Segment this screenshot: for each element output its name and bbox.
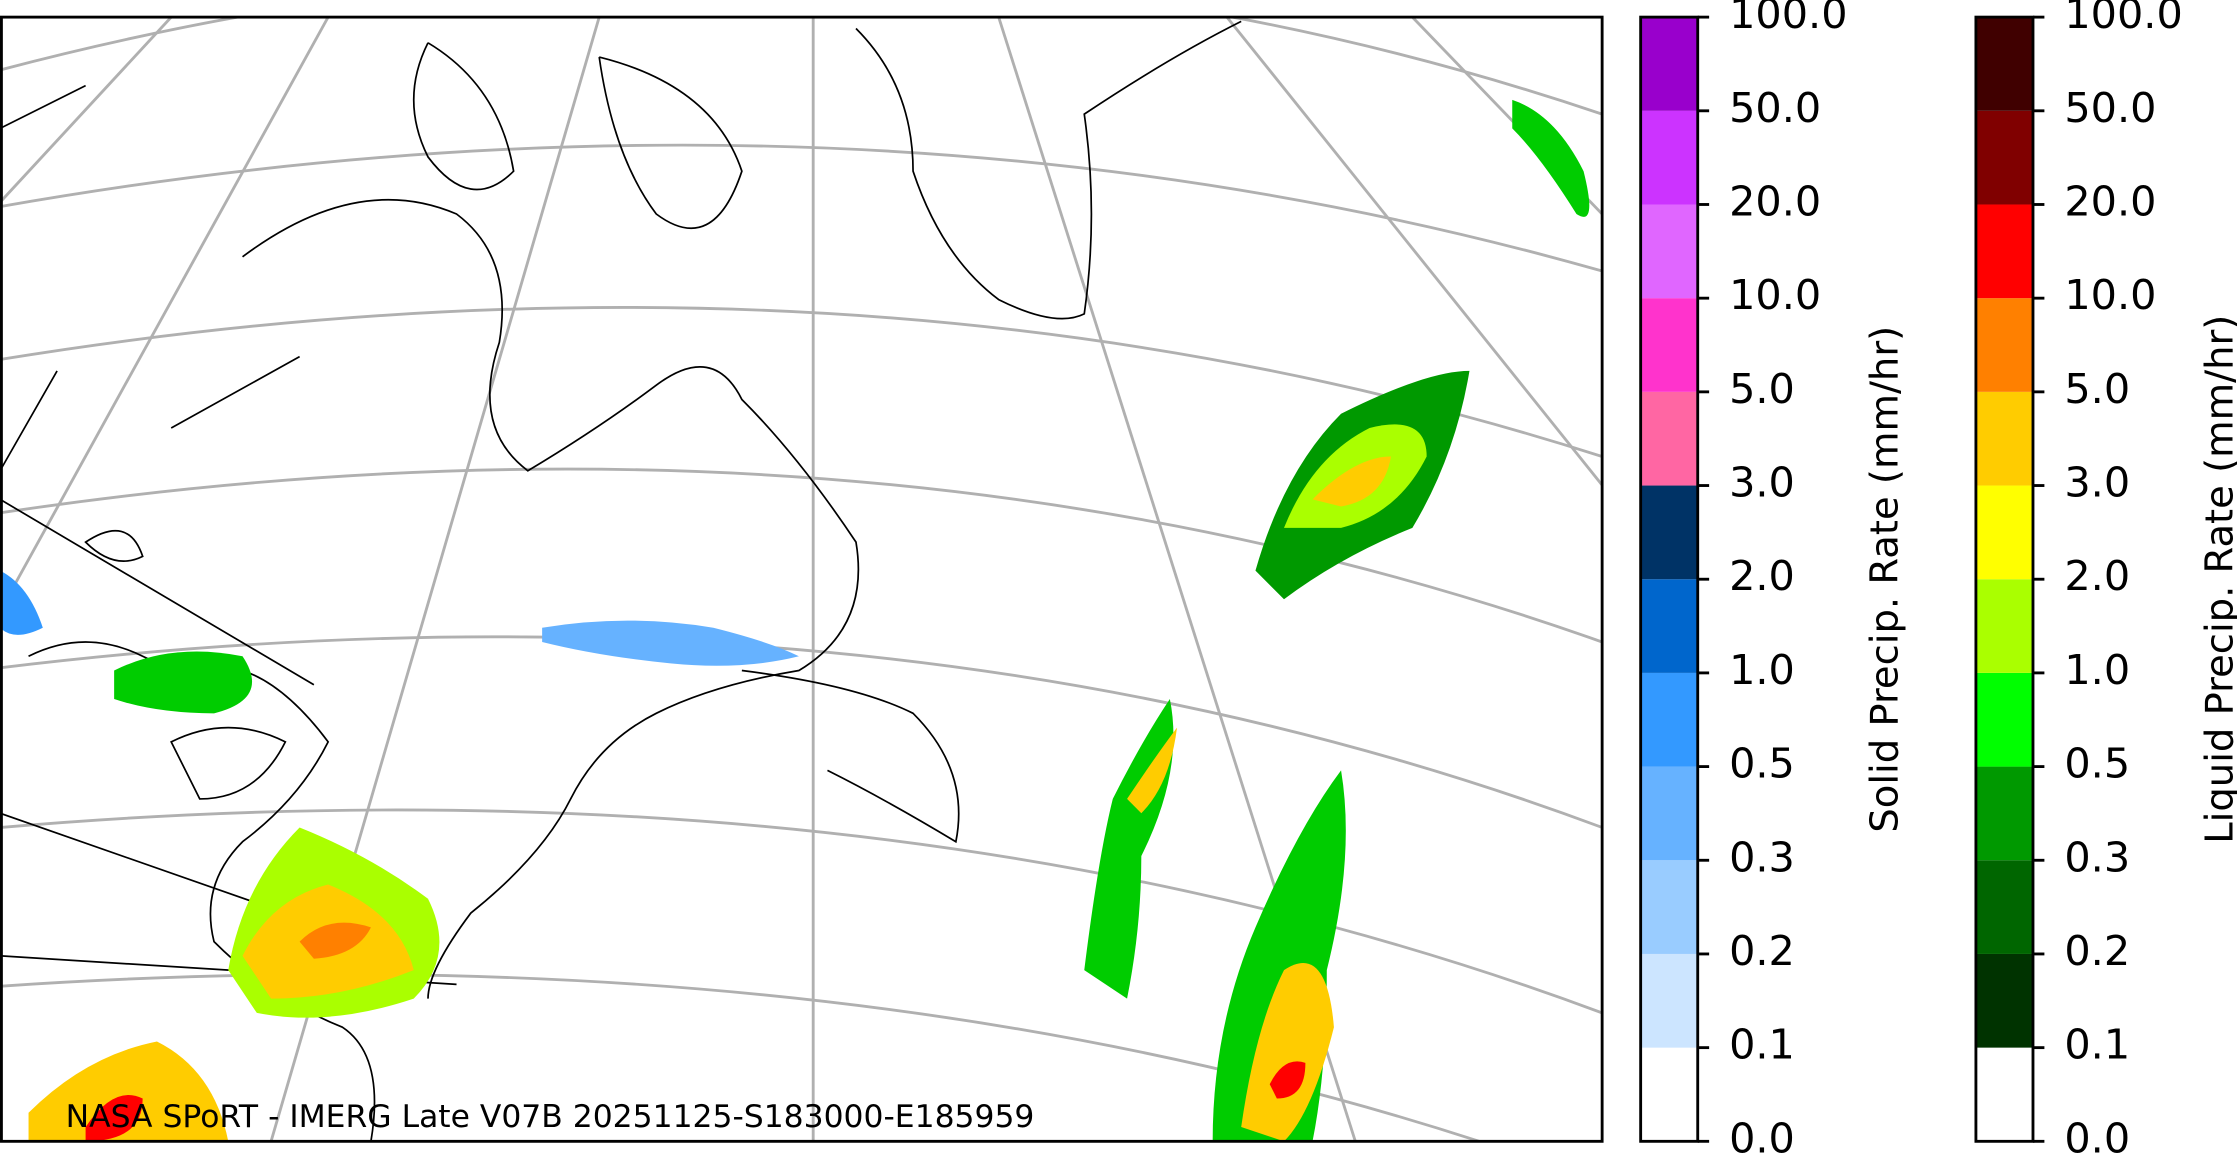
colorbar-tick-label: 2.0 (2064, 552, 2130, 600)
colorbar-tick-label: 1.0 (2064, 646, 2130, 694)
colorbar-segment (1640, 672, 1698, 767)
colorbar-label: Liquid Precip. Rate (mm/hr) (2198, 315, 2237, 844)
colorbar-tick-label: 5.0 (1729, 365, 1795, 413)
caption: NASA SPoRT - IMERG Late V07B 20251125-S1… (66, 1099, 1035, 1135)
colorbar-tick-label: 100.0 (1729, 0, 1847, 38)
colorbar-segment (1975, 391, 2033, 486)
colorbar-label: Solid Precip. Rate (mm/hr) (1862, 326, 1907, 833)
colorbar-tick-label: 0.1 (1729, 1021, 1795, 1069)
colorbar-segment (1640, 298, 1698, 392)
colorbar-segment (1975, 766, 2033, 861)
colorbar-segment (1640, 485, 1698, 580)
colorbar-tick-label: 10.0 (1729, 271, 1821, 319)
colorbar-segment (1640, 579, 1698, 673)
colorbar-segment (1975, 579, 2033, 673)
colorbar-segment (1975, 485, 2033, 580)
colorbar-segment (1975, 204, 2033, 299)
colorbar-segment (1975, 1047, 2033, 1142)
colorbar-tick-label: 0.3 (1729, 833, 1795, 881)
colorbar-tick-label: 10.0 (2064, 271, 2156, 319)
colorbar-segment (1975, 298, 2033, 392)
colorbar-tick-label: 1.0 (1729, 646, 1795, 694)
colorbar-segment (1975, 953, 2033, 1048)
colorbar-tick-label: 100.0 (2064, 0, 2182, 38)
colorbar-segment (1640, 391, 1698, 486)
colorbar-tick-label: 0.5 (1729, 740, 1795, 788)
colorbar-tick-label: 0.1 (2064, 1021, 2130, 1069)
map-frame (0, 15, 1604, 1143)
colorbar-segment (1640, 204, 1698, 299)
colorbar-segment (1640, 17, 1698, 111)
colorbar-tick-label: 50.0 (1729, 84, 1821, 132)
colorbars: 0.0 0.1 0.2 0.3 0.5 1.0 2.0 3.0 5.0 10.0 20.0 50.0 1… (1639, 0, 2237, 1162)
colorbar-tick-label: 50.0 (2064, 84, 2156, 132)
colorbar-segment (1640, 953, 1698, 1048)
colorbar-tick-label: 0.5 (2064, 740, 2130, 788)
map: NASA SPoRT - IMERG Late V07B 20251125-S1… (1, 17, 1603, 1142)
colorbar-tick-label: 0.2 (2064, 927, 2130, 975)
colorbar-segment (1975, 860, 2033, 954)
precipitation (1, 99, 1590, 1142)
colorbar-tick-label: 0.2 (1729, 927, 1795, 975)
colorbar-tick-label: 0.3 (2064, 833, 2130, 881)
colorbar-segment (1640, 110, 1698, 205)
colorbar-tick-label: 0.0 (2064, 1114, 2130, 1162)
colorbar-tick-label: 5.0 (2064, 365, 2130, 413)
colorbar-segment (1640, 766, 1698, 861)
colorbar-segment (1975, 110, 2033, 205)
colorbar-tick-label: 20.0 (1729, 177, 1821, 225)
colorbar-tick-label: 20.0 (2064, 177, 2156, 225)
colorbar-segment (1975, 17, 2033, 111)
colorbar-tick-label: 3.0 (2064, 459, 2130, 507)
colorbar-tick-label: 0.0 (1729, 1114, 1795, 1162)
colorbar-tick-label: 2.0 (1729, 552, 1795, 600)
colorbar-segment (1640, 860, 1698, 954)
colorbar-segment (1975, 672, 2033, 767)
colorbar-tick-label: 3.0 (1729, 459, 1795, 507)
colorbar-segment (1640, 1047, 1698, 1142)
